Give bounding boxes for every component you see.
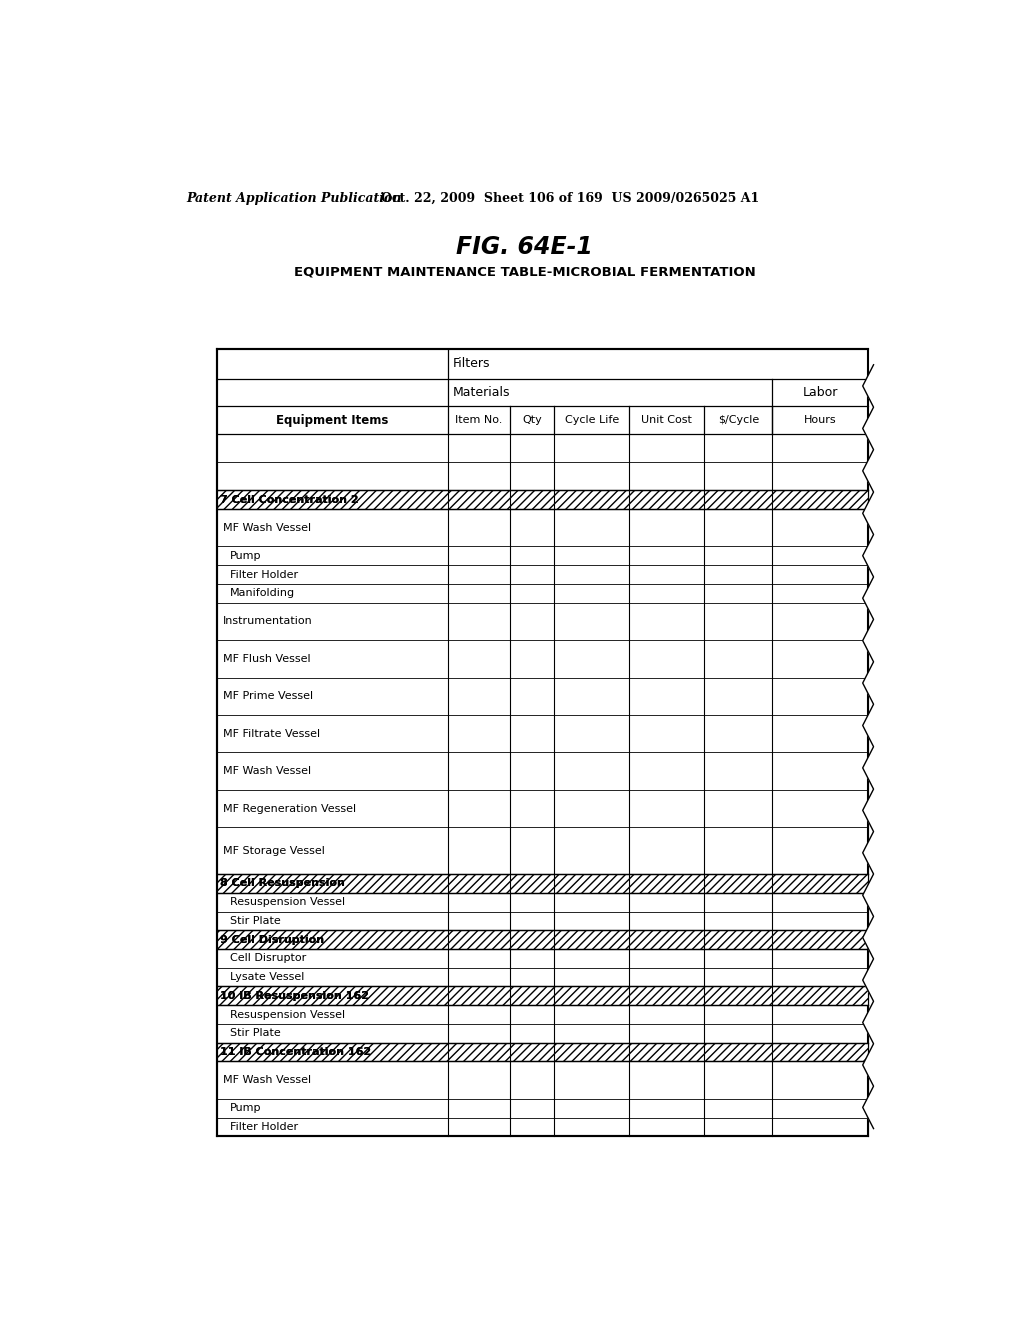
Text: Cycle Life: Cycle Life <box>564 416 618 425</box>
Text: $/Cycle: $/Cycle <box>718 416 759 425</box>
Text: 10 IB Resuspension 162: 10 IB Resuspension 162 <box>220 991 370 1001</box>
Text: Manifolding: Manifolding <box>229 589 295 598</box>
Text: Filters: Filters <box>453 358 490 371</box>
Text: Cell Disruptor: Cell Disruptor <box>229 953 306 964</box>
Text: 10 IB Resuspension 162: 10 IB Resuspension 162 <box>220 991 370 1001</box>
Text: Unit Cost: Unit Cost <box>641 416 692 425</box>
Text: Qty: Qty <box>522 416 542 425</box>
Bar <box>217 986 868 1006</box>
Text: 8 Cell Resuspension: 8 Cell Resuspension <box>220 879 345 888</box>
Text: Labor: Labor <box>803 385 838 399</box>
Text: Oct. 22, 2009  Sheet 106 of 169  US 2009/0265025 A1: Oct. 22, 2009 Sheet 106 of 169 US 2009/0… <box>381 191 759 205</box>
Text: Lysate Vessel: Lysate Vessel <box>229 972 304 982</box>
Text: Resuspension Vessel: Resuspension Vessel <box>229 898 345 907</box>
Text: MF Wash Vessel: MF Wash Vessel <box>223 1074 311 1085</box>
Text: Item No.: Item No. <box>456 416 503 425</box>
Text: Instrumentation: Instrumentation <box>223 616 313 626</box>
Bar <box>217 490 868 510</box>
Text: FIG. 64E-1: FIG. 64E-1 <box>457 235 593 259</box>
Text: EQUIPMENT MAINTENANCE TABLE-MICROBIAL FERMENTATION: EQUIPMENT MAINTENANCE TABLE-MICROBIAL FE… <box>294 265 756 279</box>
Text: Filter Holder: Filter Holder <box>229 1122 298 1133</box>
Bar <box>217 931 868 949</box>
Text: 8 Cell Resuspension: 8 Cell Resuspension <box>220 879 345 888</box>
Text: 11 IB Concentration 162: 11 IB Concentration 162 <box>220 1047 372 1057</box>
Text: MF Wash Vessel: MF Wash Vessel <box>223 523 311 533</box>
Bar <box>217 874 868 892</box>
Text: Patent Application Publication: Patent Application Publication <box>186 191 401 205</box>
Text: MF Regeneration Vessel: MF Regeneration Vessel <box>223 804 356 813</box>
Text: Stir Plate: Stir Plate <box>229 1028 281 1039</box>
Text: MF Prime Vessel: MF Prime Vessel <box>223 692 313 701</box>
Bar <box>217 350 868 1137</box>
Text: Resuspension Vessel: Resuspension Vessel <box>229 1010 345 1019</box>
Text: MF Storage Vessel: MF Storage Vessel <box>223 846 326 855</box>
Text: Pump: Pump <box>229 1104 261 1113</box>
Text: Pump: Pump <box>229 550 261 561</box>
Text: 7 Cell Concentration 2: 7 Cell Concentration 2 <box>220 495 358 504</box>
Text: 11 IB Concentration 162: 11 IB Concentration 162 <box>220 1047 372 1057</box>
Text: MF Flush Vessel: MF Flush Vessel <box>223 653 311 664</box>
Text: Materials: Materials <box>453 385 510 399</box>
Text: MF Filtrate Vessel: MF Filtrate Vessel <box>223 729 321 739</box>
Bar <box>217 1043 868 1061</box>
Text: Stir Plate: Stir Plate <box>229 916 281 925</box>
Text: MF Wash Vessel: MF Wash Vessel <box>223 766 311 776</box>
Text: Equipment Items: Equipment Items <box>276 413 389 426</box>
Text: 9 Cell Disruption: 9 Cell Disruption <box>220 935 325 945</box>
Text: 9 Cell Disruption: 9 Cell Disruption <box>220 935 325 945</box>
Text: 7 Cell Concentration 2: 7 Cell Concentration 2 <box>220 495 358 504</box>
Text: Hours: Hours <box>804 416 837 425</box>
Text: Filter Holder: Filter Holder <box>229 569 298 579</box>
